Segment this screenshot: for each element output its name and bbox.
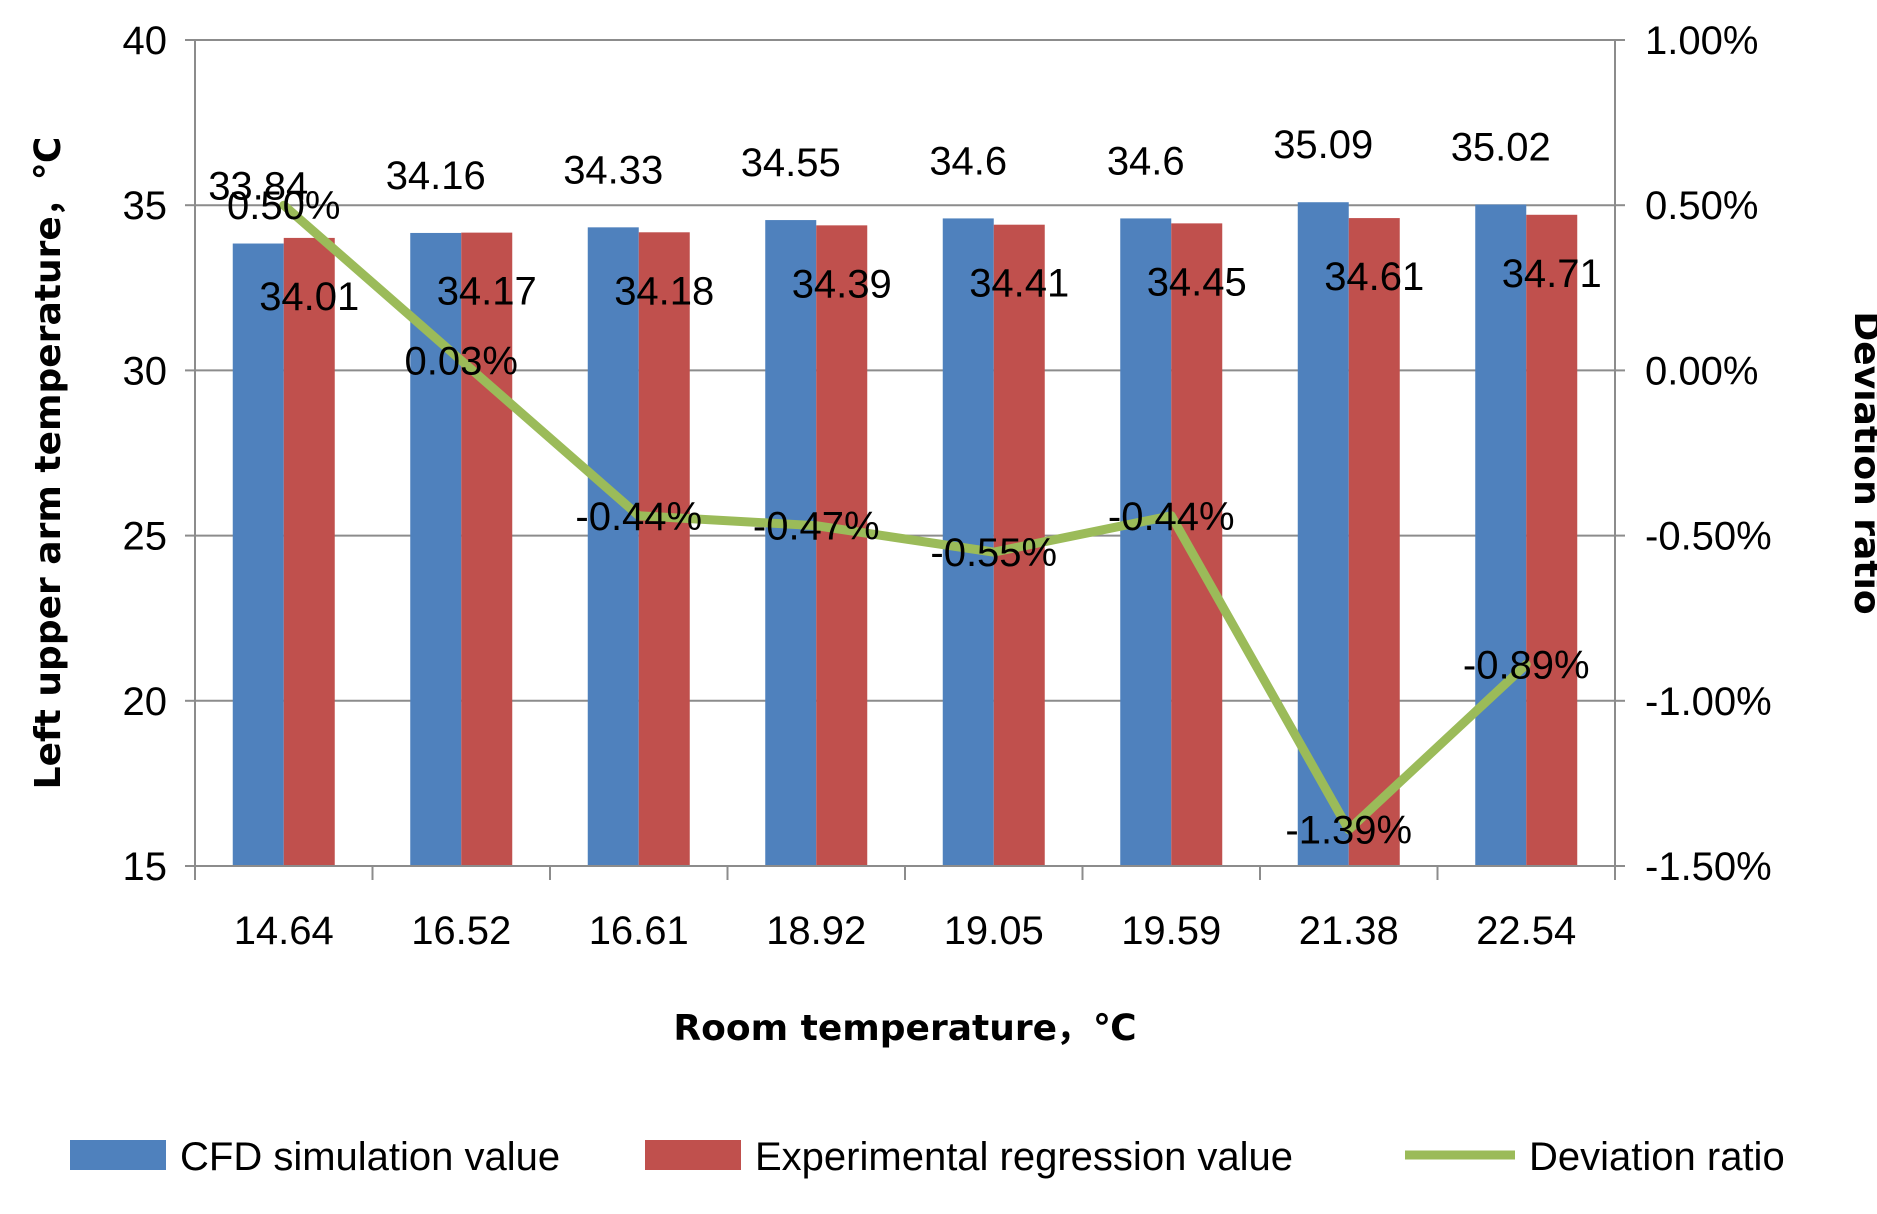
y-tick-label: 40	[123, 19, 168, 63]
legend-swatch	[70, 1140, 166, 1170]
deviation-value-label: 0.03%	[405, 339, 518, 383]
bar-experimental	[461, 232, 513, 867]
y-tick-label: 30	[123, 349, 168, 393]
x-tick-label: 21.38	[1299, 909, 1399, 953]
deviation-point	[1170, 514, 1173, 517]
deviation-point	[992, 551, 995, 554]
cfd-value-label: 34.33	[563, 148, 663, 192]
bar-experimental	[638, 232, 690, 867]
y2-axis-title: Deviation ratio	[1846, 311, 1877, 614]
deviation-point	[460, 359, 463, 362]
cfd-value-label: 34.55	[741, 141, 841, 185]
x-tick-label: 19.05	[944, 909, 1044, 953]
bar-cfd	[587, 227, 639, 867]
legend-label: CFD simulation value	[180, 1135, 560, 1179]
experimental-value-label: 34.39	[792, 262, 892, 306]
bar-experimental	[1348, 218, 1400, 867]
cfd-value-label: 34.6	[929, 139, 1007, 183]
experimental-value-label: 34.71	[1502, 252, 1602, 296]
x-tick-label: 18.92	[766, 909, 866, 953]
x-tick-label: 14.64	[234, 909, 334, 953]
experimental-value-label: 34.61	[1324, 255, 1424, 299]
y2-tick-label: -0.50%	[1645, 515, 1772, 559]
deviation-line	[279, 200, 1531, 835]
deviation-value-label: -0.44%	[575, 495, 702, 539]
bar-cfd	[1475, 204, 1527, 867]
deviation-value-label: 0.50%	[227, 184, 340, 228]
y-tick-label: 35	[123, 184, 168, 228]
deviation-value-label: -0.89%	[1463, 643, 1590, 687]
experimental-value-label: 34.17	[437, 270, 537, 314]
deviation-point	[1525, 663, 1528, 666]
deviation-value-label: -0.44%	[1108, 495, 1235, 539]
deviation-value-label: -0.55%	[930, 531, 1057, 575]
bars	[232, 202, 1578, 867]
y2-tick-label: 0.00%	[1645, 349, 1758, 393]
experimental-value-label: 34.01	[259, 275, 359, 319]
axes	[185, 39, 1625, 880]
cfd-value-label: 35.09	[1273, 123, 1373, 167]
experimental-value-label: 34.41	[969, 262, 1069, 306]
y-tick-label: 25	[123, 515, 168, 559]
bar-cfd	[1297, 202, 1349, 867]
y2-tick-label: 0.50%	[1645, 184, 1758, 228]
deviation-line-path	[279, 200, 1531, 835]
x-tick-label: 19.59	[1121, 909, 1221, 953]
bar-experimental	[1526, 214, 1578, 866]
y-tick-label: 15	[123, 845, 168, 889]
y2-tick-label: 1.00%	[1645, 19, 1758, 63]
bar-cfd	[232, 243, 284, 867]
x-tick-label: 16.52	[411, 909, 511, 953]
deviation-value-label: -1.39%	[1285, 809, 1412, 853]
experimental-value-label: 34.45	[1147, 260, 1247, 304]
x-axis-title: Room temperature，℃	[673, 1008, 1136, 1049]
bar-cfd	[765, 220, 817, 866]
bar-experimental	[1171, 223, 1223, 866]
bar-cfd	[1120, 218, 1172, 866]
legend-label: Experimental regression value	[755, 1135, 1293, 1179]
deviation-value-label: -0.47%	[753, 505, 880, 549]
data-labels: 33.84 34.01 34.16 34.17 34.33 34.18 34.55 34.39…	[208, 123, 1602, 852]
legend: CFD simulation value Experimental regress…	[70, 1135, 1785, 1179]
y2-tick-label: -1.50%	[1645, 845, 1772, 889]
deviation-point	[637, 514, 640, 517]
deviation-point	[1347, 828, 1350, 831]
experimental-value-label: 34.18	[614, 269, 714, 313]
tick-labels: 15 -1.50% 20 -1.00% 25 -0.50% 30 0.00% 35 0.50% 40…	[123, 19, 1772, 953]
bar-experimental	[283, 237, 335, 866]
deviation-point	[282, 204, 285, 207]
cfd-value-label: 34.16	[386, 154, 486, 198]
cfd-value-label: 34.6	[1107, 139, 1185, 183]
cfd-value-label: 33.84	[208, 165, 308, 209]
deviation-point	[815, 524, 818, 527]
y2-tick-label: -1.00%	[1645, 680, 1772, 724]
cfd-value-label: 35.02	[1451, 126, 1551, 170]
y-tick-label: 20	[123, 680, 168, 724]
legend-label: Deviation ratio	[1529, 1135, 1785, 1179]
bar-experimental	[816, 225, 868, 867]
x-tick-label: 22.54	[1476, 909, 1576, 953]
y-axis-title: Left upper arm temperature，℃	[28, 137, 69, 790]
legend-swatch	[645, 1140, 741, 1170]
x-tick-label: 16.61	[589, 909, 689, 953]
